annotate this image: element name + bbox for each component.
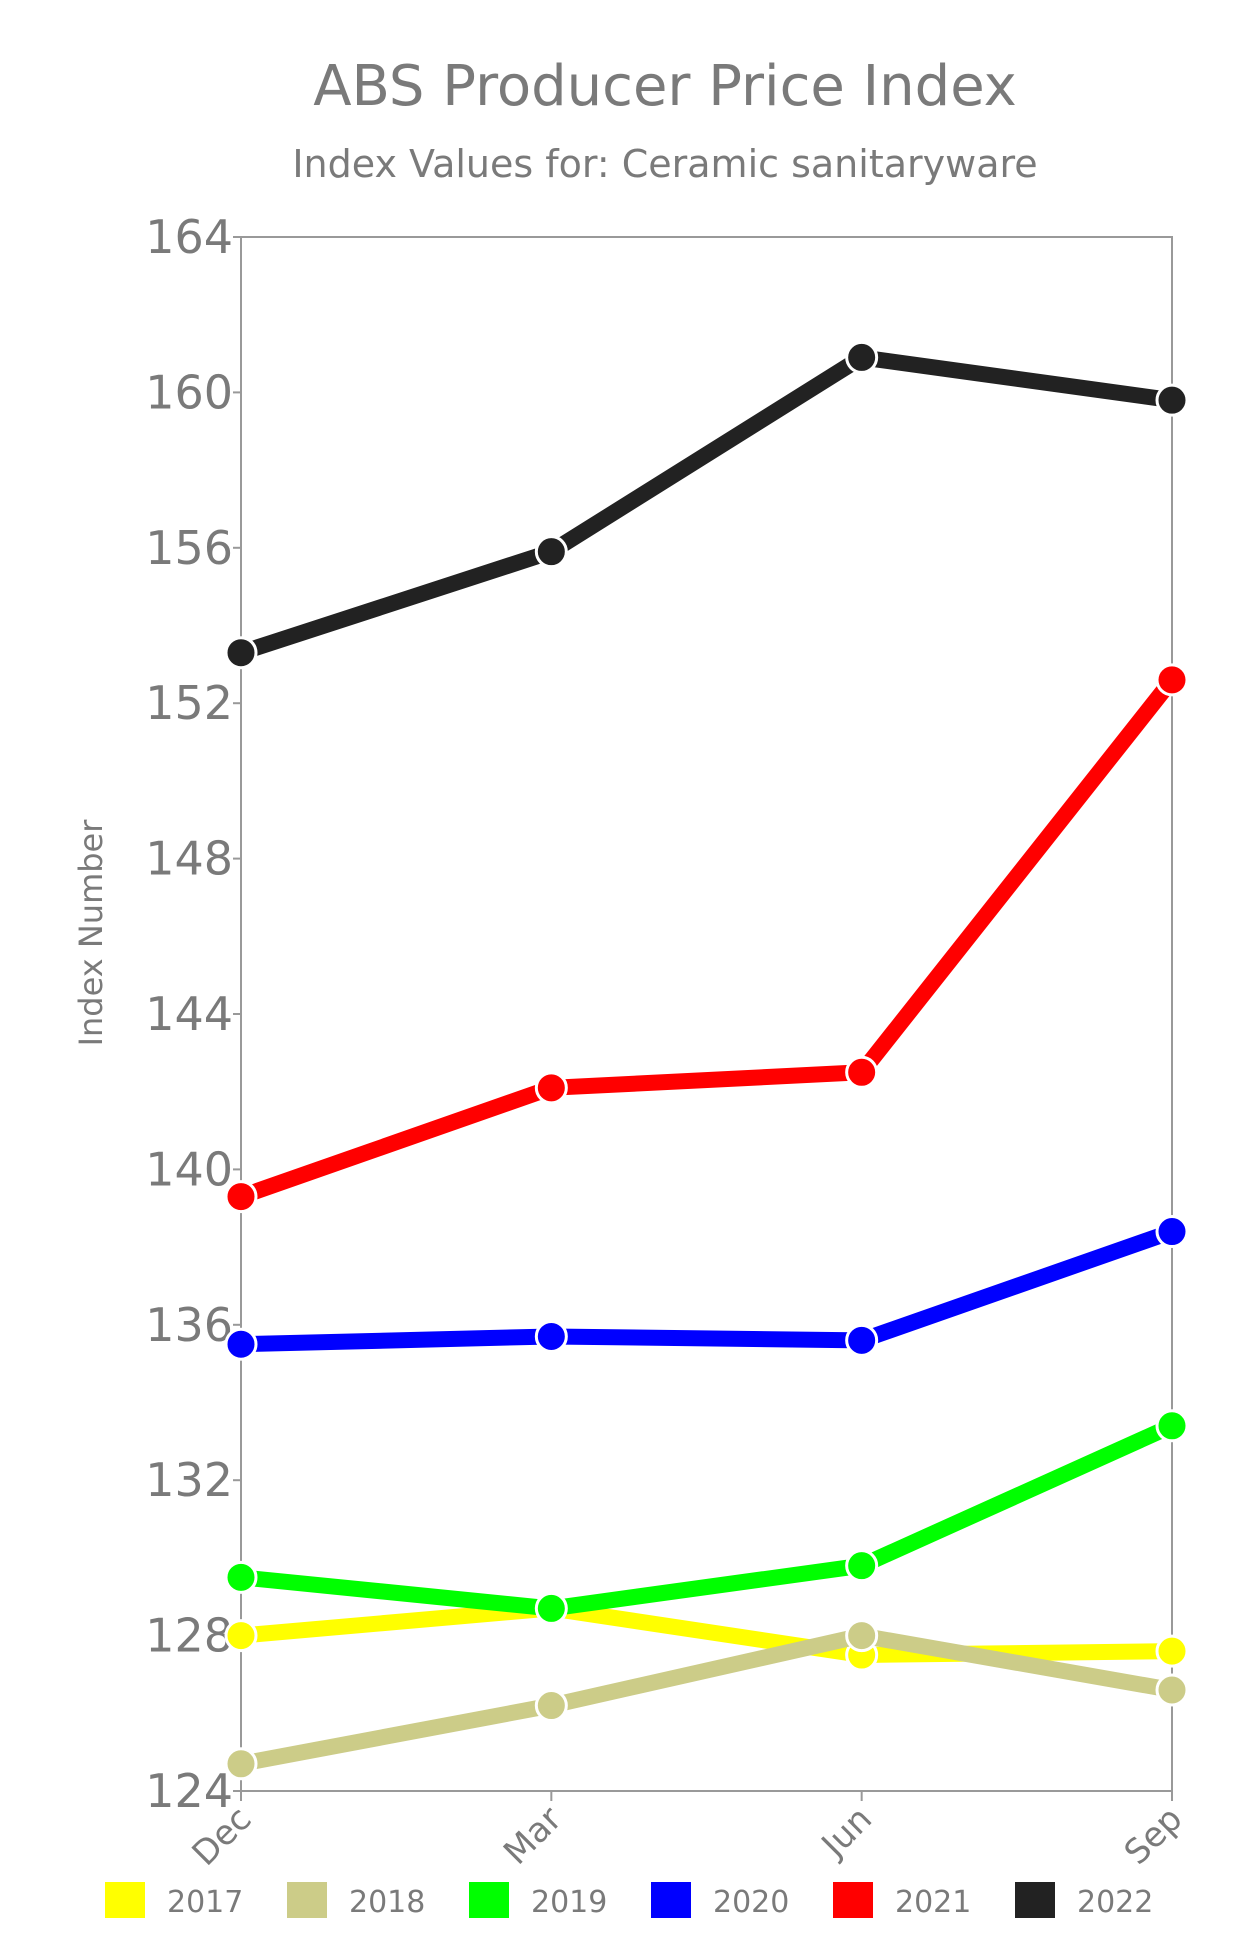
data-point (534, 1071, 568, 1105)
data-point (845, 340, 879, 374)
legend-item-2017: 2017 (105, 1882, 243, 1920)
y-tick-label: 160 (145, 365, 233, 419)
legend-label: 2017 (167, 1885, 243, 1920)
chart-title: ABS Producer Price Index (313, 54, 1017, 119)
y-tick-label: 124 (145, 1764, 233, 1818)
data-point (224, 1327, 258, 1361)
data-point (845, 1549, 879, 1583)
legend-label: 2018 (349, 1885, 425, 1920)
y-axis-label: Index Number (72, 819, 110, 1047)
data-point (224, 1560, 258, 1594)
series-2017 (224, 1591, 1189, 1672)
series-line (240, 1418, 1176, 1617)
series-2021 (224, 663, 1189, 1214)
series-2022 (224, 340, 1189, 670)
legend-swatch (833, 1882, 873, 1918)
data-point (534, 535, 568, 569)
data-point (224, 1619, 258, 1653)
legend-item-2022: 2022 (1015, 1882, 1153, 1920)
series-2020 (224, 1215, 1189, 1361)
legend-label: 2019 (531, 1885, 607, 1920)
data-point (1155, 1215, 1189, 1249)
data-point (224, 1747, 258, 1781)
data-point (845, 1055, 879, 1089)
data-point (534, 1689, 568, 1723)
y-tick-label: 148 (145, 832, 233, 886)
legend-item-2019: 2019 (469, 1882, 607, 1920)
legend-swatch (651, 1882, 691, 1918)
legend-swatch (1015, 1882, 1055, 1918)
data-point (224, 636, 258, 670)
y-tick-label: 144 (145, 987, 233, 1041)
series-line (238, 349, 1174, 661)
legend-swatch (105, 1882, 145, 1918)
legend-item-2020: 2020 (651, 1882, 789, 1920)
legend-swatch (287, 1882, 327, 1918)
y-tick-label: 156 (145, 521, 233, 575)
data-point (1155, 1634, 1189, 1668)
legend-label: 2022 (1077, 1885, 1153, 1920)
series-line (238, 674, 1179, 1205)
series-line (239, 1627, 1174, 1772)
x-tick-label: Sep (1117, 1799, 1191, 1873)
y-tick-label: 136 (145, 1298, 233, 1352)
data-point (534, 1319, 568, 1353)
x-tick-label: Jun (813, 1799, 880, 1866)
legend-label: 2021 (895, 1885, 971, 1920)
series-line (240, 1224, 1175, 1353)
data-point (845, 1323, 879, 1357)
data-point (224, 1180, 258, 1214)
series-2018 (224, 1619, 1189, 1781)
y-tick-label: 128 (145, 1609, 233, 1663)
data-point (1155, 383, 1189, 417)
data-point (1155, 1409, 1189, 1443)
legend-item-2018: 2018 (287, 1882, 425, 1920)
legend-swatch (469, 1882, 509, 1918)
y-tick-label: 164 (145, 210, 233, 264)
series-2019 (224, 1409, 1189, 1625)
x-tick-label: Mar (496, 1799, 570, 1873)
y-tick-label: 152 (145, 676, 233, 730)
data-point (845, 1619, 879, 1653)
data-point (1155, 1673, 1189, 1707)
data-point (534, 1591, 568, 1625)
y-tick-label: 132 (145, 1453, 233, 1507)
data-point (1155, 663, 1189, 697)
y-tick-label: 140 (145, 1142, 233, 1196)
chart-subtitle: Index Values for: Ceramic sanitaryware (292, 142, 1037, 186)
plot-frame (240, 236, 1173, 1792)
series-line (240, 1600, 1173, 1664)
legend-item-2021: 2021 (833, 1882, 971, 1920)
legend-label: 2020 (713, 1885, 789, 1920)
